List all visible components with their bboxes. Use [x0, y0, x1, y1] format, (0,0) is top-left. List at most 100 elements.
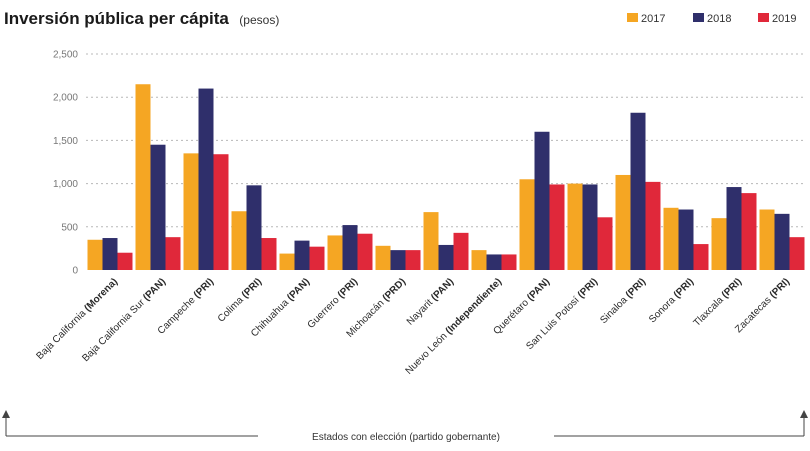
bar-2017	[279, 253, 295, 270]
bar-2018	[294, 240, 310, 270]
bar-2019	[453, 232, 469, 270]
bar-2018	[342, 225, 358, 270]
x-axis-bracket: Estados con elección (partido gobernante…	[2, 410, 808, 443]
bar-2018	[390, 250, 406, 270]
category-name: Campeche	[156, 293, 200, 337]
bar-2018	[582, 184, 598, 270]
bar-2019	[213, 154, 229, 270]
bar-2018	[726, 187, 742, 270]
bar-2018	[534, 131, 550, 270]
x-axis-categories: Baja California (Morena)Baja California …	[35, 276, 793, 377]
x-category-label: Tlaxcala (PRI)	[692, 276, 745, 329]
category-party: (PRI)	[576, 276, 600, 300]
legend-swatch-2019	[758, 13, 769, 22]
category-party: (PRI)	[624, 276, 648, 300]
bracket-arrow-right	[800, 410, 808, 418]
y-tick-label: 1,500	[53, 136, 78, 147]
bar-2018	[150, 144, 166, 270]
category-name: Tlaxcala	[692, 293, 728, 329]
bar-2018	[774, 213, 790, 270]
category-party: (Morena)	[82, 276, 120, 314]
x-category-label: Baja California Sur (PAN)	[80, 276, 168, 364]
x-category-label: Sonora (PRI)	[647, 276, 696, 325]
category-name: Sonora	[647, 293, 680, 326]
y-tick-label: 1,000	[53, 179, 78, 190]
x-category-label: Nuevo León (Independiente)	[404, 276, 505, 377]
bar-2017	[87, 239, 103, 270]
chart-title: Inversión pública per cápita (pesos)	[4, 9, 279, 28]
category-party: (PRI)	[336, 276, 360, 300]
bar-2019	[741, 193, 757, 270]
bar-2017	[375, 245, 391, 270]
y-axis-ticks: 0 500 1,000 1,500 2,000 2,500	[53, 50, 78, 277]
bar-2019	[693, 244, 709, 270]
category-party: (PRI)	[192, 276, 216, 300]
legend-label-2019: 2019	[772, 13, 796, 25]
bar-2019	[789, 237, 805, 270]
bar-2019	[597, 217, 613, 270]
category-party: (PAN)	[285, 276, 312, 303]
bar-2017	[615, 174, 631, 270]
bar-2017	[519, 179, 535, 270]
bar-2018	[678, 209, 694, 270]
bar-2019	[309, 246, 325, 270]
bar-2018	[102, 238, 118, 270]
category-name: Sinaloa	[598, 293, 631, 326]
x-category-label: Colima (PRI)	[216, 276, 264, 324]
x-category-label: Guerrero (PRI)	[306, 276, 361, 331]
category-name: Querétaro	[491, 295, 533, 337]
bar-2019	[261, 238, 277, 270]
category-name: Nuevo León	[404, 329, 452, 377]
y-tick-label: 2,000	[53, 93, 78, 104]
bar-2019	[645, 181, 661, 270]
category-name: Nayarit	[405, 295, 437, 327]
category-party: (PRI)	[240, 276, 264, 300]
x-axis-label: Estados con elección (partido gobernante…	[312, 432, 500, 443]
bar-2017	[663, 207, 679, 270]
legend-label-2018: 2018	[707, 13, 731, 25]
bar-2017	[471, 250, 487, 270]
bar-2017	[423, 212, 439, 270]
bar-2019	[405, 250, 421, 270]
legend: 2017 2018 2019	[627, 13, 796, 25]
x-category-label: Nayarit (PAN)	[405, 276, 456, 327]
bar-2018	[630, 112, 646, 270]
chart-title-main: Inversión pública per cápita	[4, 9, 229, 28]
bar-2017	[567, 183, 583, 270]
category-party: (PRI)	[672, 276, 696, 300]
bar-2017	[711, 218, 727, 270]
bar-2018	[438, 244, 454, 270]
category-party: (PAN)	[525, 276, 552, 303]
category-name: Michoacán	[345, 296, 389, 340]
y-tick-label: 0	[72, 266, 78, 277]
legend-swatch-2017	[627, 13, 638, 22]
category-name: Zacatecas	[733, 293, 775, 335]
bar-2017	[135, 84, 151, 271]
bar-2018	[246, 185, 262, 270]
bracket-arrow-left	[2, 410, 10, 418]
category-name: Guerrero	[306, 293, 344, 331]
category-party: (PRI)	[720, 276, 744, 300]
category-party: (PAN)	[141, 276, 168, 303]
bar-2017	[183, 153, 199, 270]
bar-2019	[357, 233, 373, 270]
legend-swatch-2018	[693, 13, 704, 22]
y-tick-label: 500	[61, 222, 78, 233]
bar-2019	[501, 254, 517, 270]
bars	[87, 84, 805, 271]
x-category-label: Sinaloa (PRI)	[598, 276, 648, 326]
bar-2019	[549, 184, 565, 270]
bar-2019	[117, 252, 133, 270]
chart-title-unit: (pesos)	[239, 13, 279, 27]
bar-2017	[327, 235, 343, 270]
bar-2017	[231, 211, 247, 270]
bar-2017	[759, 209, 775, 270]
bar-2019	[165, 237, 181, 270]
category-party: (PAN)	[429, 276, 456, 303]
bar-2018	[198, 88, 214, 270]
category-party: (PRI)	[768, 276, 792, 300]
bar-2018	[486, 254, 502, 270]
legend-label-2017: 2017	[641, 13, 665, 25]
category-name: Chihuahua	[249, 295, 293, 339]
